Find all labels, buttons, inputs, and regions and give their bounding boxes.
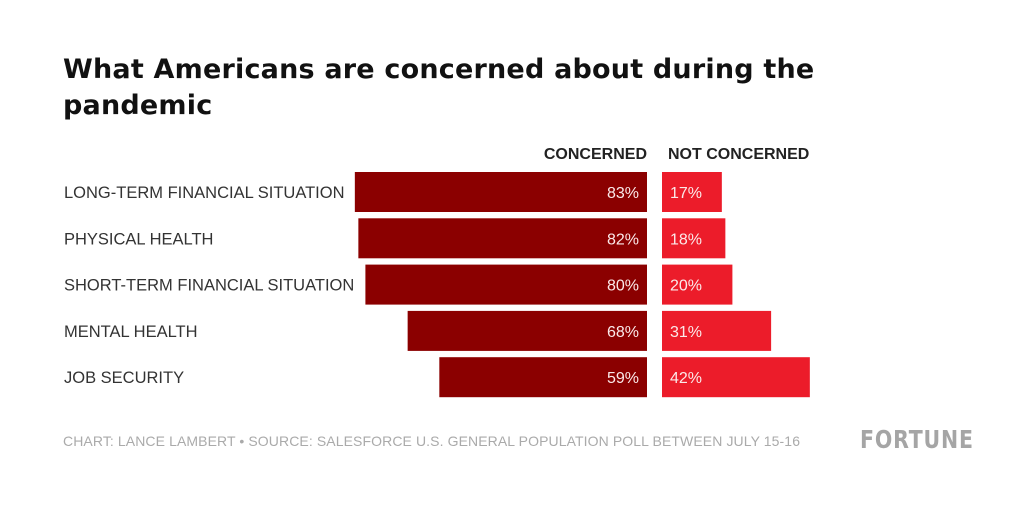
bar-not-concerned	[662, 218, 726, 259]
value-label-concerned: 68%	[607, 324, 639, 341]
bar-row: SHORT-TERM FINANCIAL SITUATION 80% 20%	[64, 264, 733, 305]
fortune-logo: FORTUNE	[860, 425, 974, 454]
category-label: MENTAL HEALTH	[64, 323, 198, 341]
bar-concerned	[358, 218, 647, 259]
bar-row: MENTAL HEALTH 68% 31%	[64, 310, 772, 351]
bar-row: JOB SECURITY 59% 42%	[64, 357, 810, 398]
value-label-not-concerned: 18%	[670, 231, 702, 248]
category-label: SHORT-TERM FINANCIAL SITUATION	[64, 277, 354, 295]
category-label: PHYSICAL HEALTH	[64, 230, 213, 248]
bar-not-concerned	[662, 264, 733, 305]
header-not-concerned: NOT CONCERNED	[668, 146, 809, 163]
value-label-not-concerned: 31%	[670, 324, 702, 341]
value-label-concerned: 82%	[607, 231, 639, 248]
bar-row: LONG-TERM FINANCIAL SITUATION 83% 17%	[64, 172, 722, 212]
category-label: JOB SECURITY	[64, 369, 184, 387]
bar-not-concerned	[662, 357, 810, 398]
chart-title: What Americans are concerned about durin…	[63, 54, 815, 121]
bar-not-concerned	[662, 310, 772, 351]
value-label-not-concerned: 20%	[670, 278, 702, 295]
bar-concerned	[354, 172, 647, 212]
source-credit: CHART: LANCE LAMBERT • SOURCE: SALESFORC…	[63, 433, 801, 449]
header-concerned: CONCERNED	[544, 146, 647, 163]
value-label-concerned: 59%	[607, 370, 639, 387]
bar-row: PHYSICAL HEALTH 82% 18%	[64, 218, 726, 259]
bar-not-concerned	[662, 172, 722, 212]
value-label-concerned: 80%	[607, 278, 639, 295]
value-label-concerned: 83%	[607, 185, 639, 202]
bar-concerned	[439, 357, 647, 398]
bar-concerned	[365, 264, 647, 305]
value-label-not-concerned: 42%	[670, 370, 702, 387]
category-label: LONG-TERM FINANCIAL SITUATION	[64, 184, 345, 202]
bar-concerned	[407, 310, 647, 351]
value-label-not-concerned: 17%	[670, 185, 702, 202]
